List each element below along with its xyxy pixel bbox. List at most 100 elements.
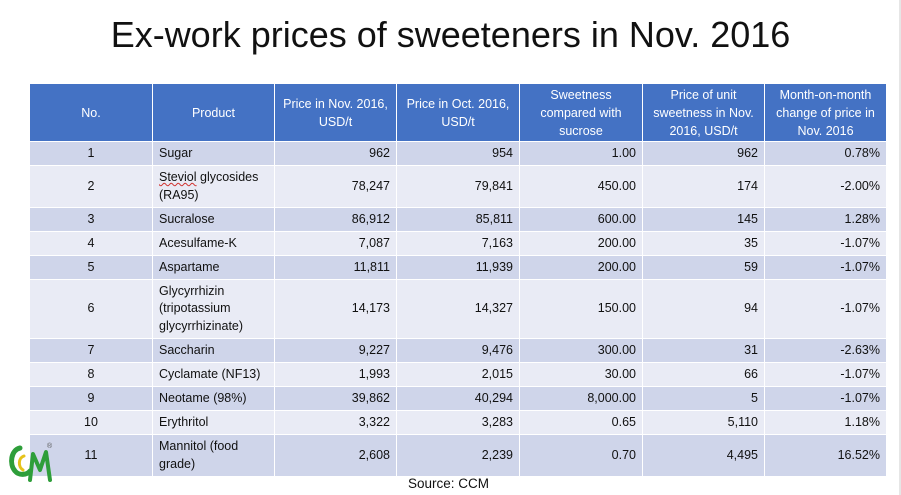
cell-product: Mannitol (food grade): [152, 434, 275, 477]
cell-unit-price: 59: [642, 255, 765, 280]
cell-sweetness: 30.00: [519, 362, 643, 387]
ccm-logo-icon: ®: [6, 440, 54, 484]
cell-no: 10: [29, 410, 153, 435]
cell-unit-price: 94: [642, 279, 765, 339]
cell-sweetness: 450.00: [519, 165, 643, 208]
cell-sweetness: 200.00: [519, 231, 643, 256]
header-mom-change: Month-on-month change of price in Nov. 2…: [764, 83, 887, 142]
cell-mom-change: -1.07%: [764, 231, 887, 256]
cell-no: 3: [29, 207, 153, 232]
table-header-row: No. Product Price in Nov. 2016, USD/t Pr…: [29, 83, 887, 142]
cell-mom-change: 1.28%: [764, 207, 887, 232]
cell-mom-change: 1.18%: [764, 410, 887, 435]
cell-sweetness: 200.00: [519, 255, 643, 280]
cell-price-nov: 1,993: [274, 362, 397, 387]
table-row: 4 Acesulfame-K 7,087 7,163 200.00 35 -1.…: [29, 231, 887, 256]
cell-mom-change: 0.78%: [764, 141, 887, 166]
cell-product: Sucralose: [152, 207, 275, 232]
cell-no: 4: [29, 231, 153, 256]
cell-no: 2: [29, 165, 153, 208]
cell-mom-change: -2.63%: [764, 338, 887, 363]
table-row: 9 Neotame (98%) 39,862 40,294 8,000.00 5…: [29, 386, 887, 411]
cell-no: 5: [29, 255, 153, 280]
header-product: Product: [152, 83, 275, 142]
cell-unit-price: 174: [642, 165, 765, 208]
table-row: 8 Cyclamate (NF13) 1,993 2,015 30.00 66 …: [29, 362, 887, 387]
cell-price-nov: 3,322: [274, 410, 397, 435]
table-row: 11 Mannitol (food grade) 2,608 2,239 0.7…: [29, 434, 887, 477]
cell-product: Acesulfame-K: [152, 231, 275, 256]
cell-price-nov: 11,811: [274, 255, 397, 280]
cell-product: Neotame (98%): [152, 386, 275, 411]
cell-price-oct: 14,327: [396, 279, 520, 339]
cell-unit-price: 145: [642, 207, 765, 232]
cell-no: 9: [29, 386, 153, 411]
cell-product-rest: glycosides (RA95): [159, 170, 259, 202]
cell-sweetness: 600.00: [519, 207, 643, 232]
cell-price-oct: 2,239: [396, 434, 520, 477]
cell-unit-price: 31: [642, 338, 765, 363]
cell-sweetness: 0.70: [519, 434, 643, 477]
cell-unit-price: 962: [642, 141, 765, 166]
table-row: 3 Sucralose 86,912 85,811 600.00 145 1.2…: [29, 207, 887, 232]
table-row: 7 Saccharin 9,227 9,476 300.00 31 -2.63%: [29, 338, 887, 363]
cell-price-oct: 40,294: [396, 386, 520, 411]
cell-price-nov: 14,173: [274, 279, 397, 339]
cell-price-oct: 11,939: [396, 255, 520, 280]
cell-sweetness: 150.00: [519, 279, 643, 339]
cell-no: 8: [29, 362, 153, 387]
cell-unit-price: 5,110: [642, 410, 765, 435]
table-row: 5 Aspartame 11,811 11,939 200.00 59 -1.0…: [29, 255, 887, 280]
cell-price-oct: 79,841: [396, 165, 520, 208]
cell-price-oct: 2,015: [396, 362, 520, 387]
cell-price-oct: 9,476: [396, 338, 520, 363]
cell-product: Aspartame: [152, 255, 275, 280]
cell-unit-price: 4,495: [642, 434, 765, 477]
cell-price-oct: 7,163: [396, 231, 520, 256]
table-row: 6 Glycyrrhizin (tripotassium glycyrrhizi…: [29, 279, 887, 339]
cell-price-nov: 2,608: [274, 434, 397, 477]
source-note: Source: CCM: [408, 476, 490, 491]
cell-mom-change: -1.07%: [764, 255, 887, 280]
cell-sweetness: 1.00: [519, 141, 643, 166]
header-price-oct: Price in Oct. 2016, USD/t: [396, 83, 520, 142]
header-no: No.: [29, 83, 153, 142]
cell-price-nov: 7,087: [274, 231, 397, 256]
cell-price-nov: 78,247: [274, 165, 397, 208]
cell-no: 7: [29, 338, 153, 363]
cell-product: Cyclamate (NF13): [152, 362, 275, 387]
price-table: No. Product Price in Nov. 2016, USD/t Pr…: [29, 83, 887, 477]
cell-price-oct: 85,811: [396, 207, 520, 232]
cell-unit-price: 66: [642, 362, 765, 387]
table-row: 2 Steviol glycosides (RA95) 78,247 79,84…: [29, 165, 887, 208]
cell-price-nov: 962: [274, 141, 397, 166]
slide-right-border: [899, 0, 901, 495]
table-row: 1 Sugar 962 954 1.00 962 0.78%: [29, 141, 887, 166]
cell-sweetness: 300.00: [519, 338, 643, 363]
table-row: 10 Erythritol 3,322 3,283 0.65 5,110 1.1…: [29, 410, 887, 435]
cell-mom-change: -1.07%: [764, 362, 887, 387]
header-price-nov: Price in Nov. 2016, USD/t: [274, 83, 397, 142]
cell-price-oct: 954: [396, 141, 520, 166]
page-title: Ex-work prices of sweeteners in Nov. 201…: [110, 14, 791, 55]
cell-no: 6: [29, 279, 153, 339]
cell-price-nov: 39,862: [274, 386, 397, 411]
cell-mom-change: -1.07%: [764, 279, 887, 339]
cell-unit-price: 5: [642, 386, 765, 411]
header-sweetness: Sweetness compared with sucrose: [519, 83, 643, 142]
cell-price-nov: 86,912: [274, 207, 397, 232]
cell-price-oct: 3,283: [396, 410, 520, 435]
header-unit-price: Price of unit sweetness in Nov. 2016, US…: [642, 83, 765, 142]
cell-product: Steviol glycosides (RA95): [152, 165, 275, 208]
cell-no: 1: [29, 141, 153, 166]
cell-sweetness: 8,000.00: [519, 386, 643, 411]
cell-mom-change: -2.00%: [764, 165, 887, 208]
cell-price-nov: 9,227: [274, 338, 397, 363]
cell-product: Glycyrrhizin (tripotassium glycyrrhizina…: [152, 279, 275, 339]
registered-mark: ®: [47, 442, 53, 450]
cell-product: Erythritol: [152, 410, 275, 435]
cell-mom-change: 16.52%: [764, 434, 887, 477]
cell-mom-change: -1.07%: [764, 386, 887, 411]
cell-unit-price: 35: [642, 231, 765, 256]
cell-product: Saccharin: [152, 338, 275, 363]
